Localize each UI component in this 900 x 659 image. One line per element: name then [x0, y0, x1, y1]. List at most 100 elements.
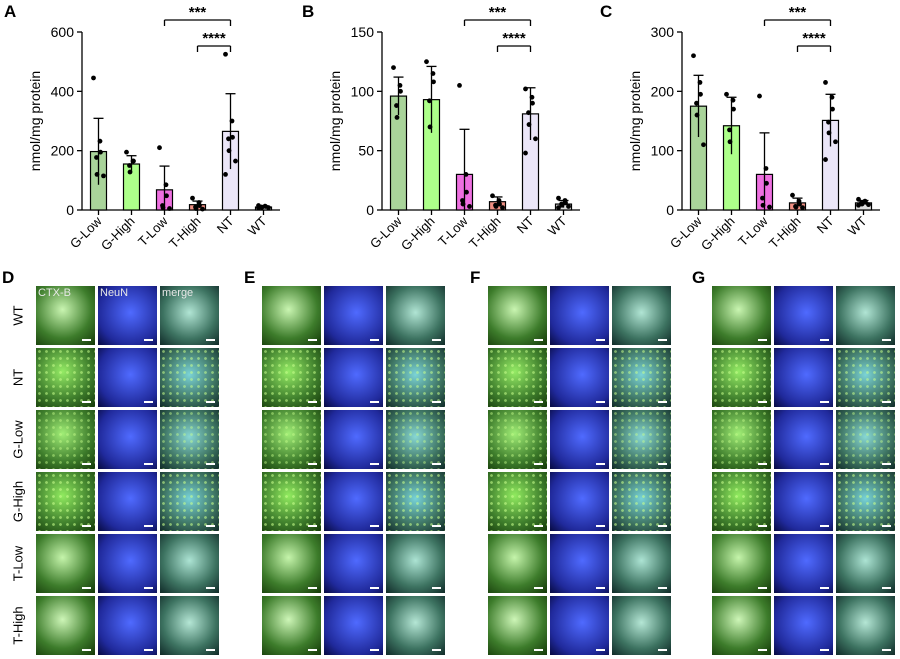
scale-bar — [432, 525, 441, 527]
micrograph-tile-g-wt-neun — [774, 286, 833, 345]
scale-bar — [308, 525, 317, 527]
micrograph-tile-e-g-high-neun — [324, 472, 383, 531]
data-point — [694, 112, 700, 118]
data-point — [463, 172, 469, 177]
y-tick-label: 100 — [651, 143, 675, 159]
micrograph-tile-f-wt-neun — [550, 286, 609, 345]
x-tick-label: T-High — [166, 214, 204, 252]
y-tick-label: 200 — [51, 143, 75, 159]
scale-bar — [206, 587, 215, 589]
y-tick-label: 50 — [358, 143, 374, 159]
data-point — [764, 180, 769, 186]
micrograph-tile-f-g-high-neun — [550, 472, 609, 531]
x-tick-label: G-High — [98, 214, 138, 254]
data-point — [823, 157, 828, 162]
scale-bar — [658, 339, 667, 341]
micrograph-tile-e-nt-merge — [386, 348, 445, 407]
scale-bar — [820, 525, 829, 527]
scale-bar — [820, 463, 829, 465]
scale-bar — [144, 649, 153, 651]
micrograph-tile-e-g-high-ctx-b — [262, 472, 321, 531]
scale-bar — [658, 401, 667, 403]
data-point — [856, 202, 861, 208]
y-axis-label: nmol/mg protein — [627, 71, 643, 171]
scale-bar — [144, 587, 153, 589]
micrograph-tile-d-g-high-ctx-b — [36, 472, 95, 531]
y-tick-label: 400 — [51, 83, 75, 99]
data-point — [731, 106, 736, 112]
micrograph-tile-d-nt-ctx-b — [36, 348, 95, 407]
significance-label: **** — [202, 30, 226, 47]
data-point — [691, 53, 696, 59]
data-point — [866, 202, 871, 208]
data-point — [193, 206, 199, 211]
data-point — [101, 173, 106, 179]
data-point — [127, 169, 133, 175]
data-point — [427, 98, 432, 104]
micrograph-tile-e-nt-ctx-b — [262, 348, 321, 407]
micrograph-tile-e-g-low-ctx-b — [262, 410, 321, 469]
scale-bar — [596, 587, 605, 589]
data-point — [790, 192, 795, 198]
micrograph-tile-g-t-high-neun — [774, 596, 833, 655]
data-point — [830, 106, 835, 112]
scale-bar — [658, 525, 667, 527]
x-tick-label: T-Low — [435, 213, 471, 249]
data-point — [97, 138, 103, 144]
scale-bar — [206, 525, 215, 527]
data-point — [464, 189, 469, 195]
scale-bar — [82, 463, 91, 465]
micrograph-tile-f-t-low-neun — [550, 534, 609, 593]
scale-bar — [658, 463, 667, 465]
data-point — [391, 65, 396, 70]
y-tick-label: 150 — [351, 24, 375, 40]
y-tick-label: 0 — [666, 202, 674, 218]
data-point — [398, 88, 403, 94]
micrograph-tile-g-g-low-ctx-b — [712, 410, 771, 469]
y-tick-label: 100 — [351, 83, 375, 99]
data-point — [226, 136, 231, 142]
scale-bar — [432, 649, 441, 651]
data-point — [467, 204, 472, 209]
micrograph-tile-e-wt-merge — [386, 286, 445, 345]
data-point — [724, 91, 729, 97]
scale-bar — [820, 401, 829, 403]
data-point — [94, 172, 100, 177]
x-tick-label: G-High — [698, 214, 738, 254]
micrograph-tile-g-wt-ctx-b — [712, 286, 771, 345]
data-point — [91, 75, 96, 81]
micrograph-tile-d-wt-ctx-b — [36, 286, 95, 345]
scale-bar — [820, 587, 829, 589]
data-point — [823, 80, 828, 85]
data-point — [496, 198, 502, 203]
data-point — [490, 193, 495, 199]
data-point — [457, 83, 462, 88]
scale-bar — [308, 463, 317, 465]
data-point — [430, 71, 436, 76]
y-axis-label: nmol/mg protein — [327, 71, 343, 171]
micrograph-tile-f-t-high-ctx-b — [488, 596, 547, 655]
scale-bar — [534, 339, 543, 341]
y-tick-label: 0 — [66, 202, 74, 218]
data-point — [797, 201, 802, 207]
micrograph-tile-f-nt-merge — [612, 348, 671, 407]
scale-bar — [308, 339, 317, 341]
data-point — [497, 201, 502, 207]
significance-label: **** — [802, 30, 826, 47]
scale-bar — [596, 463, 605, 465]
scale-bar — [758, 339, 767, 341]
micrograph-tile-e-g-low-merge — [386, 410, 445, 469]
scale-bar — [370, 401, 379, 403]
scale-bar — [758, 587, 767, 589]
data-point — [800, 205, 805, 211]
data-point — [757, 93, 762, 99]
data-point — [94, 155, 99, 160]
data-point — [529, 94, 535, 100]
micrograph-tile-g-t-low-neun — [774, 534, 833, 593]
data-point — [460, 201, 466, 207]
x-tick-label: G-Low — [67, 213, 105, 251]
data-point — [698, 91, 703, 97]
data-point — [223, 51, 228, 57]
data-point — [167, 206, 172, 211]
micrograph-tile-e-t-low-ctx-b — [262, 534, 321, 593]
